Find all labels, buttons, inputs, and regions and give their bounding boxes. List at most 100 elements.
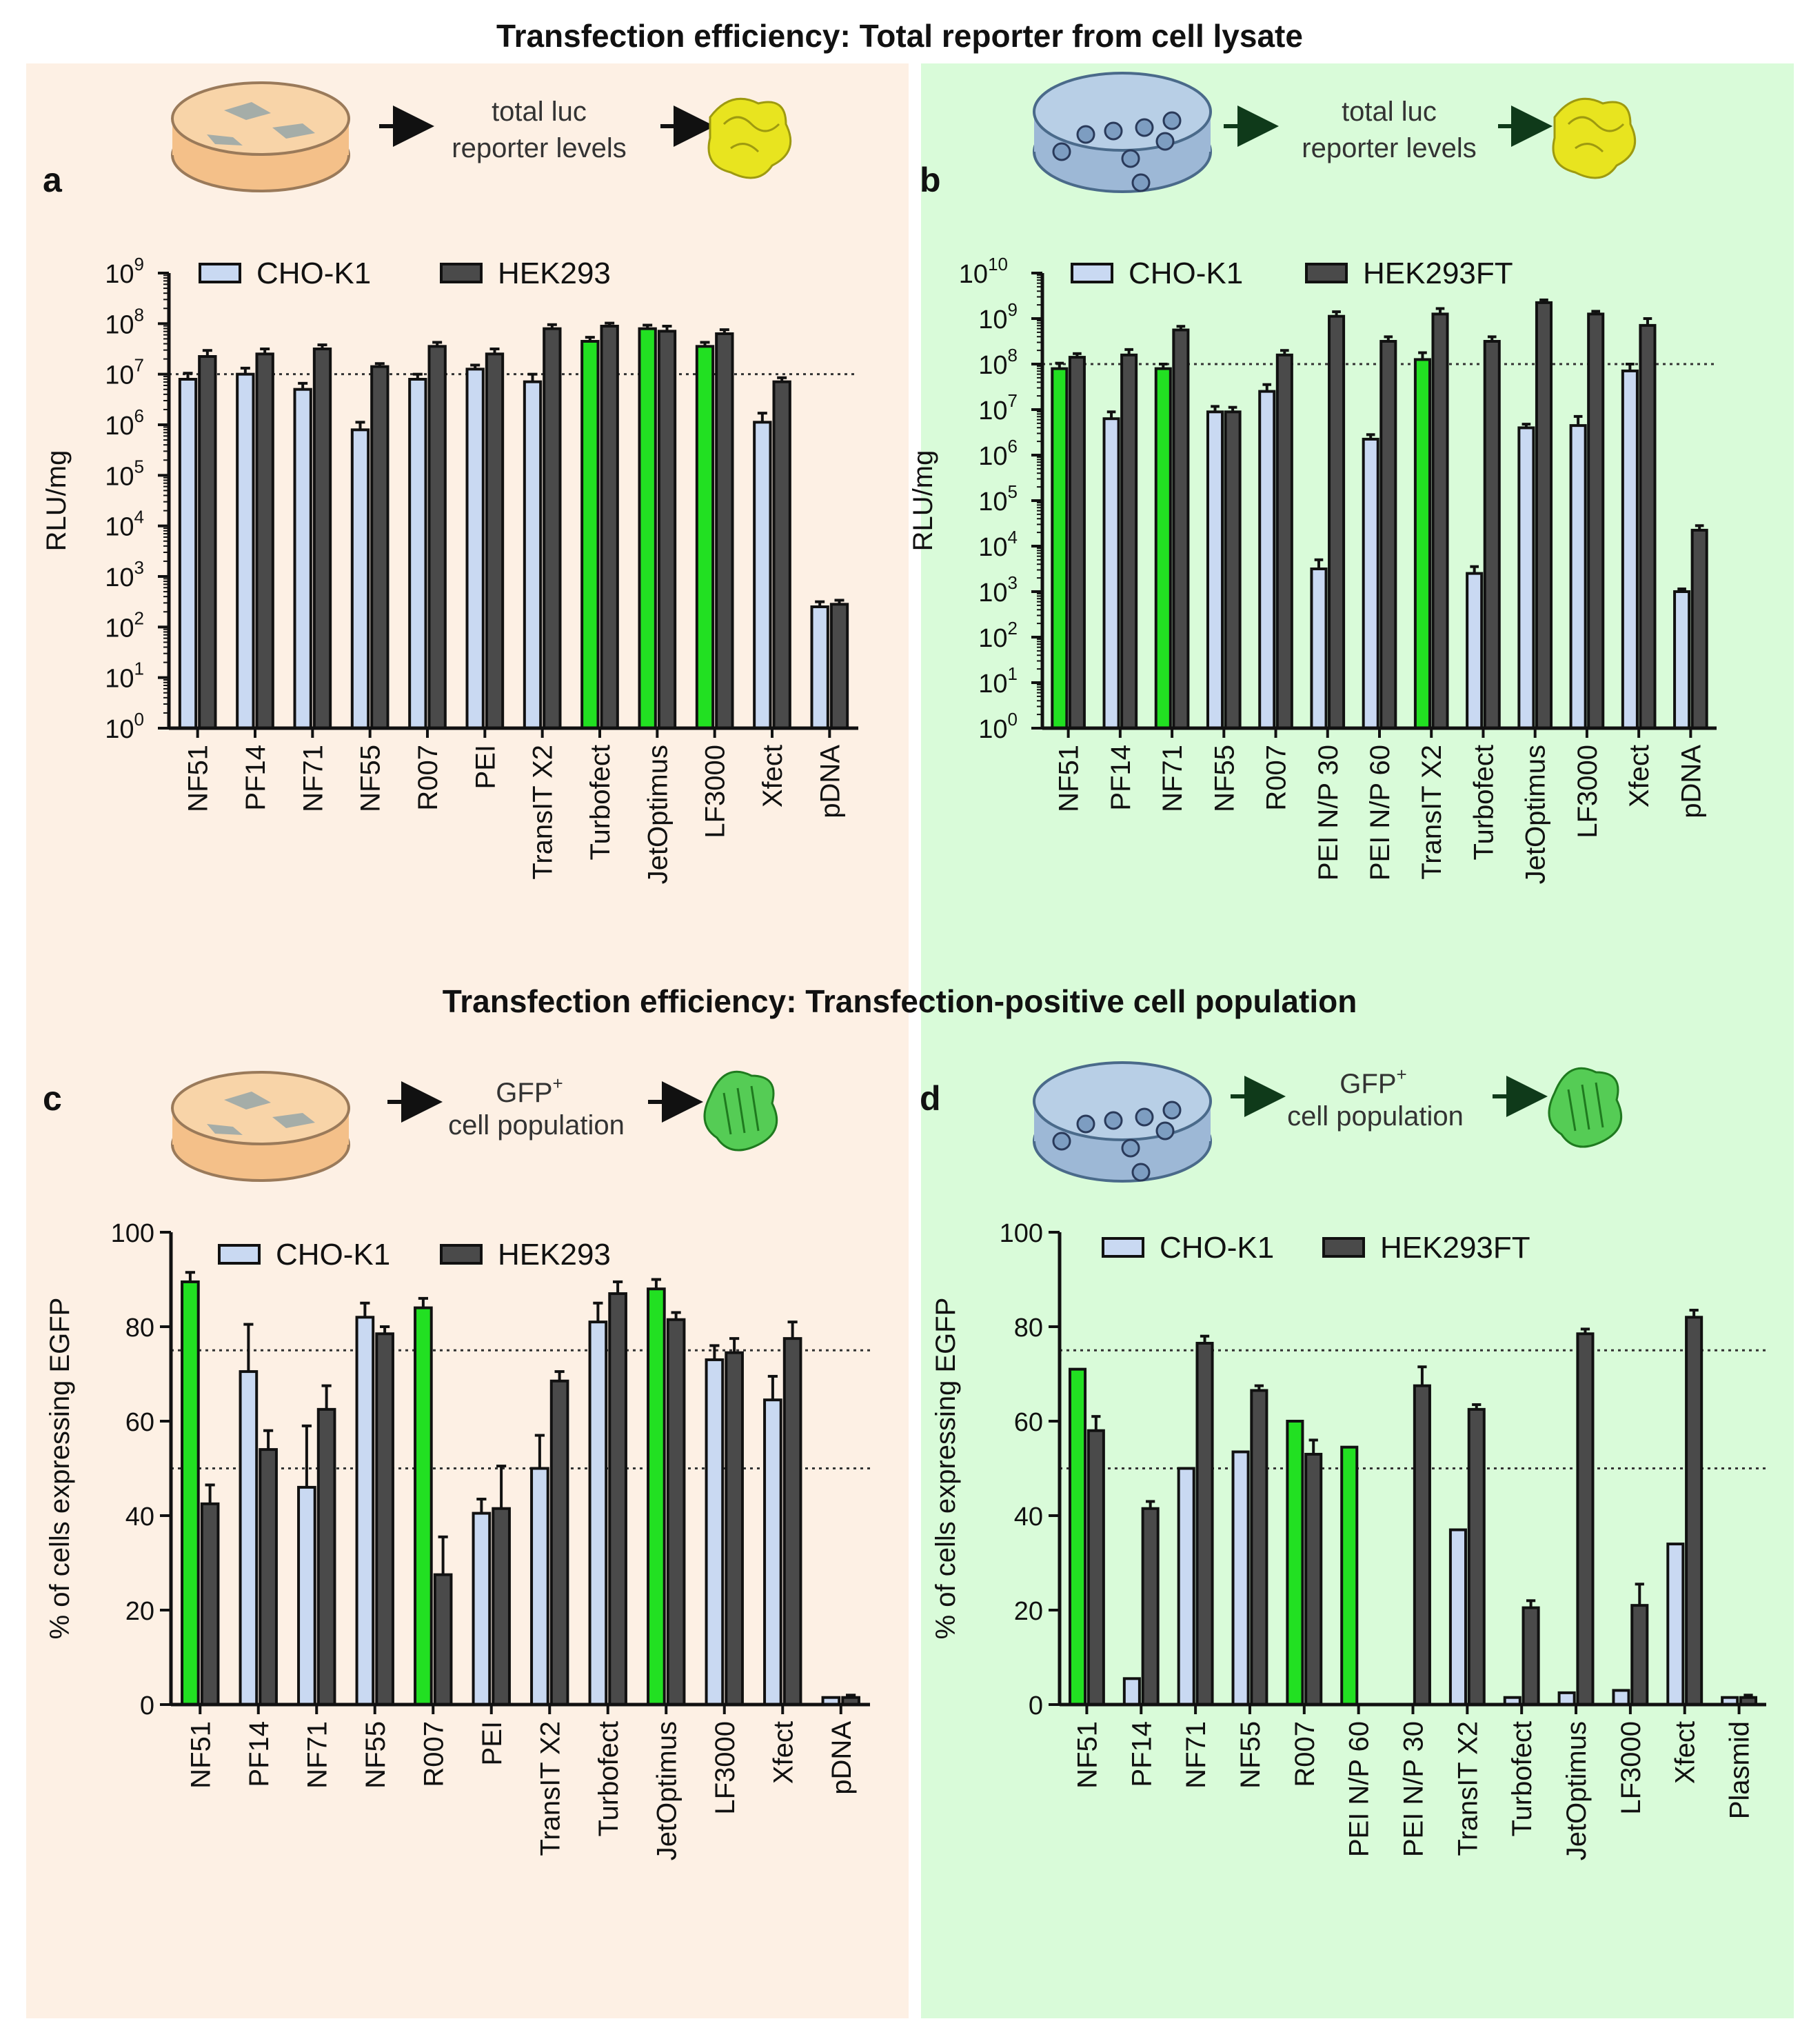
y-tick-label: 107 [105, 355, 144, 390]
y-tick-label: 60 [1014, 1408, 1043, 1437]
gfp-label-sup: + [553, 1073, 563, 1094]
y-tick-label: 105 [978, 481, 1018, 516]
category-label-nf55: NF55 [356, 745, 386, 812]
bar-cho-k1-turbofect [580, 340, 600, 730]
y-tick-label: 80 [1014, 1314, 1043, 1343]
y-tick-base: 10 [978, 442, 1007, 471]
y-tick-label: 100 [111, 1219, 154, 1248]
bar-cho-k1-lf3000 [705, 1358, 725, 1706]
y-tick-label: 108 [978, 345, 1018, 380]
bar-cho-k1-pf14 [1102, 417, 1120, 730]
legend-swatch-hek293ft [1305, 263, 1348, 283]
bar-hek293-jetoptimus [666, 1318, 686, 1706]
bar-cho-k1-xfect [1666, 1543, 1685, 1707]
y-tick-base: 10 [978, 533, 1007, 562]
legend-swatch-hek293ft [1322, 1237, 1365, 1258]
bar-cho-k1-transit-x2 [530, 1467, 549, 1706]
category-label-pdna: pDNA [815, 745, 845, 818]
gfp-protein-icon [703, 1070, 778, 1152]
category-label-plasmid: Plasmid [1725, 1721, 1755, 1819]
category-label-r007: R007 [1290, 1721, 1320, 1787]
y-tick-label: 107 [978, 390, 1018, 425]
category-label-r007: R007 [1262, 745, 1292, 811]
y-tick-exponent: 5 [134, 456, 144, 476]
bar-hek293-pei [492, 1507, 511, 1707]
y-tick-exponent: 6 [1008, 436, 1018, 456]
y-axis-label: % of cells expressing EGFP [931, 1298, 961, 1640]
legend-swatch-cho-k1 [1071, 263, 1113, 283]
legend-label-hek293: HEK293 [498, 1238, 611, 1272]
legend-swatch-hek293 [440, 263, 483, 283]
category-label-xfect: Xfect [768, 1721, 798, 1784]
bar-hek293-pdna [829, 603, 849, 730]
bar-hek293-turbofect [600, 325, 619, 730]
bar-cho-k1-lf3000 [695, 345, 715, 730]
category-label-pf14: PF14 [241, 745, 271, 811]
y-tick-label: 109 [978, 299, 1018, 334]
bar-cho-k1-pei [472, 1511, 492, 1706]
bar-hek293-nf51 [198, 355, 217, 730]
y-tick-label: 100 [105, 709, 144, 744]
y-tick-exponent: 2 [1008, 618, 1018, 639]
legend-swatch-cho-k1 [199, 263, 241, 283]
luc-label-line1-b: total luc [1342, 97, 1437, 127]
y-tick-base: 10 [105, 715, 134, 744]
petri-dish-suspension-b [1033, 72, 1212, 193]
bar-hek293ft-nf51 [1086, 1429, 1105, 1706]
schematic-c: GFP+ cell population [171, 1070, 778, 1182]
y-tick-label: 101 [978, 663, 1018, 699]
bar-hek293ft-nf55 [1250, 1389, 1268, 1706]
y-tick-label: 20 [125, 1597, 154, 1626]
panel-letter-a: a [43, 161, 63, 199]
y-tick-exponent: 10 [988, 254, 1008, 274]
y-tick-label: 104 [105, 507, 144, 542]
category-label-turbofect: Turbofect [594, 1721, 624, 1836]
bar-hek293ft-r007 [1275, 353, 1293, 730]
gfp-label-sup: + [1397, 1064, 1407, 1085]
bar-hek293ft-lf3000 [1587, 312, 1605, 730]
y-tick-exponent: 9 [1008, 299, 1018, 320]
bar-cho-k1-jetoptimus [1517, 426, 1535, 730]
bar-hek293ft-xfect [1685, 1316, 1703, 1707]
bar-cho-k1-nf51 [181, 1280, 200, 1707]
category-label-transit-x2: TransIT X2 [1453, 1721, 1483, 1856]
y-tick-label: 1010 [959, 254, 1008, 289]
y-tick-label: 109 [105, 254, 144, 289]
category-label-nf51: NF51 [1072, 1721, 1102, 1789]
y-tick-label: 40 [1014, 1503, 1043, 1531]
bar-cho-k1-r007 [414, 1306, 433, 1706]
bar-cho-k1-lf3000 [1612, 1689, 1630, 1706]
y-tick-label: 40 [125, 1503, 154, 1531]
chart-c: 0 20 40 60 80 100 % of cells expressing EGFP NF… [45, 1219, 870, 1860]
legend-label-hek293ft: HEK293FT [1380, 1231, 1530, 1265]
schematic-d: GFP+ cell population [1033, 1061, 1623, 1183]
category-label-turbofect: Turbofect [1468, 745, 1499, 860]
bar-hek293-nf51 [200, 1502, 220, 1706]
bar-hek293ft-turbofect [1521, 1606, 1540, 1706]
bar-cho-k1-pei-n-p-60 [1362, 437, 1379, 730]
petri-dish-adherent-a [171, 81, 350, 192]
panel-letter-c: c [43, 1079, 62, 1118]
category-label-xfect: Xfect [758, 745, 788, 807]
bar-hek293ft-pdna [1690, 528, 1708, 730]
y-tick-base: 10 [978, 624, 1007, 653]
bar-hek293-nf55 [375, 1332, 394, 1706]
y-tick-label: 106 [978, 436, 1018, 471]
middle-heading: Transfection efficiency: Transfection-po… [443, 983, 1357, 1019]
category-label-lf3000: LF3000 [1573, 745, 1603, 838]
category-label-pdna: pDNA [1676, 745, 1706, 818]
bar-cho-k1-pei-n-p-30 [1310, 567, 1328, 730]
category-label-lf3000: LF3000 [700, 745, 731, 838]
bar-hek293ft-pf14 [1120, 353, 1138, 730]
gfp-label-text: GFP [496, 1078, 552, 1108]
bar-hek293ft-pei-n-p-30 [1413, 1384, 1431, 1706]
chart-d: 0 20 40 60 80 100 % of cells expressing EGFP NF… [931, 1219, 1766, 1860]
bar-cho-k1-transit-x2 [523, 380, 543, 730]
category-label-pf14: PF14 [1106, 745, 1136, 811]
y-tick-label: 105 [105, 456, 144, 491]
y-tick-exponent: 8 [134, 304, 144, 325]
y-tick-label: 0 [1029, 1691, 1043, 1720]
bar-hek293-turbofect [608, 1292, 627, 1707]
bar-cho-k1-lf3000 [1569, 424, 1587, 730]
